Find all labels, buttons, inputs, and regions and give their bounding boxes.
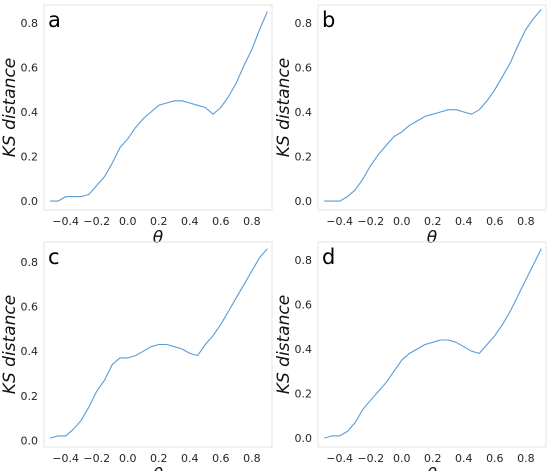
x-tick-label: −0.2 bbox=[83, 452, 110, 465]
x-tick-label: 0.6 bbox=[486, 452, 504, 465]
series-line bbox=[50, 248, 268, 439]
x-tick-label: 0.2 bbox=[424, 452, 442, 465]
x-tick-label: 0.4 bbox=[181, 215, 199, 228]
x-axis-label: θ bbox=[153, 465, 164, 471]
x-tick-label: 0.2 bbox=[150, 452, 168, 465]
x-tick-label: 0.4 bbox=[455, 452, 473, 465]
y-tick-label: 0.2 bbox=[21, 151, 39, 164]
y-tick-label: 0.2 bbox=[295, 151, 313, 164]
plot-frame bbox=[317, 4, 547, 211]
y-tick-label: 0.4 bbox=[295, 343, 313, 356]
x-tick-label: 0.8 bbox=[243, 215, 261, 228]
panel-label: c bbox=[48, 245, 60, 269]
y-axis-label: KS distance bbox=[0, 58, 20, 157]
chart-panel-b: 0.0 0.2 0.4 0.6 0.8 −0.4 −0.2 0.0 0.2 0.4 0.6 0.8 θ K… bbox=[274, 4, 547, 248]
y-tick-label: 0.4 bbox=[21, 345, 39, 358]
y-tick-label: 0.8 bbox=[21, 17, 39, 30]
panel-label: d bbox=[322, 245, 335, 269]
x-tick-label: 0.8 bbox=[517, 215, 535, 228]
panel-label: b bbox=[322, 8, 335, 32]
chart-panel-c: 0.0 0.2 0.4 0.6 0.8 −0.4 −0.2 0.0 0.2 0.4 0.6 0.8 θ K… bbox=[0, 241, 273, 475]
plot-frame bbox=[43, 241, 273, 448]
x-tick-label: −0.4 bbox=[326, 215, 353, 228]
x-tick-label: −0.4 bbox=[326, 452, 353, 465]
x-tick-label: 0.8 bbox=[517, 452, 535, 465]
x-tick-label: 0.4 bbox=[181, 452, 199, 465]
x-tick-label: 0.6 bbox=[212, 452, 230, 465]
y-tick-label: 0.8 bbox=[295, 17, 313, 30]
x-tick-label: −0.4 bbox=[52, 215, 79, 228]
chart-panel-a: 0.0 0.2 0.4 0.6 0.8 −0.4 −0.2 0.0 0.2 0.4 0.6 0.8 θ K… bbox=[0, 4, 273, 248]
x-axis-label: θ bbox=[427, 465, 438, 471]
series-line bbox=[324, 248, 542, 439]
x-tick-label: 0.0 bbox=[393, 215, 411, 228]
y-axis-label: KS distance bbox=[274, 295, 294, 394]
x-tick-label: 0.6 bbox=[486, 215, 504, 228]
x-tick-label: 0.4 bbox=[455, 215, 473, 228]
y-tick-label: 0.0 bbox=[295, 195, 313, 208]
y-axis-label: KS distance bbox=[274, 58, 294, 157]
plot-frame bbox=[317, 241, 547, 448]
y-tick-label: 0.6 bbox=[21, 301, 39, 314]
x-tick-label: −0.4 bbox=[52, 452, 79, 465]
x-tick-label: −0.2 bbox=[83, 215, 110, 228]
y-axis-label: KS distance bbox=[0, 295, 20, 394]
x-tick-label: 0.8 bbox=[243, 452, 261, 465]
x-axis-label: θ bbox=[427, 228, 438, 248]
y-tick-label: 0.8 bbox=[21, 256, 39, 269]
y-tick-label: 0.0 bbox=[21, 434, 39, 447]
x-axis-label: θ bbox=[153, 228, 164, 248]
series-line bbox=[50, 11, 268, 202]
y-tick-label: 0.0 bbox=[21, 195, 39, 208]
x-tick-label: 0.0 bbox=[393, 452, 411, 465]
x-tick-label: −0.2 bbox=[357, 215, 384, 228]
x-tick-label: 0.0 bbox=[119, 215, 137, 228]
panel-label: a bbox=[48, 8, 61, 32]
x-tick-label: 0.2 bbox=[424, 215, 442, 228]
y-tick-label: 0.8 bbox=[295, 254, 313, 267]
y-tick-label: 0.2 bbox=[21, 390, 39, 403]
x-tick-label: 0.0 bbox=[119, 452, 137, 465]
chart-panel-d: 0.0 0.2 0.4 0.6 0.8 −0.4 −0.2 0.0 0.2 0.4 0.6 0.8 θ K… bbox=[274, 241, 547, 475]
series-line bbox=[324, 9, 542, 202]
plot-frame bbox=[43, 4, 273, 211]
y-tick-label: 0.4 bbox=[21, 106, 39, 119]
y-tick-label: 0.6 bbox=[295, 61, 313, 74]
x-tick-label: 0.2 bbox=[150, 215, 168, 228]
y-tick-label: 0.4 bbox=[295, 106, 313, 119]
y-tick-label: 0.6 bbox=[21, 61, 39, 74]
y-tick-label: 0.6 bbox=[295, 298, 313, 311]
x-tick-label: −0.2 bbox=[357, 452, 384, 465]
y-tick-label: 0.2 bbox=[295, 388, 313, 401]
y-tick-label: 0.0 bbox=[295, 432, 313, 445]
x-tick-label: 0.6 bbox=[212, 215, 230, 228]
